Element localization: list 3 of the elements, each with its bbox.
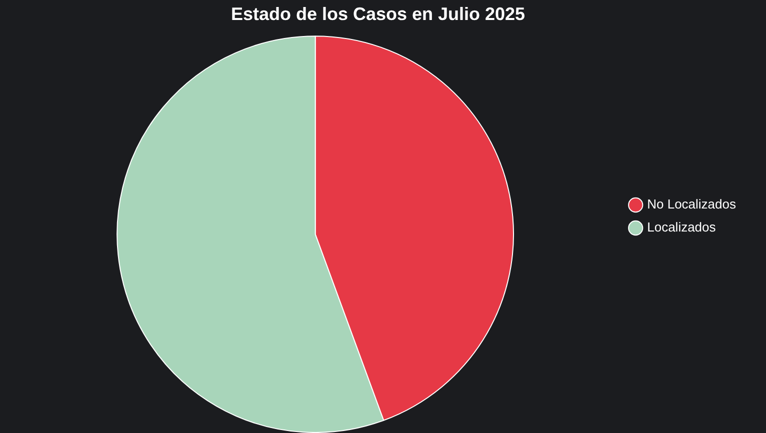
legend-label: Localizados xyxy=(647,220,716,235)
legend-label: No Localizados xyxy=(647,196,736,212)
chart-title: Estado de los Casos en Julio 2025 xyxy=(230,4,526,24)
